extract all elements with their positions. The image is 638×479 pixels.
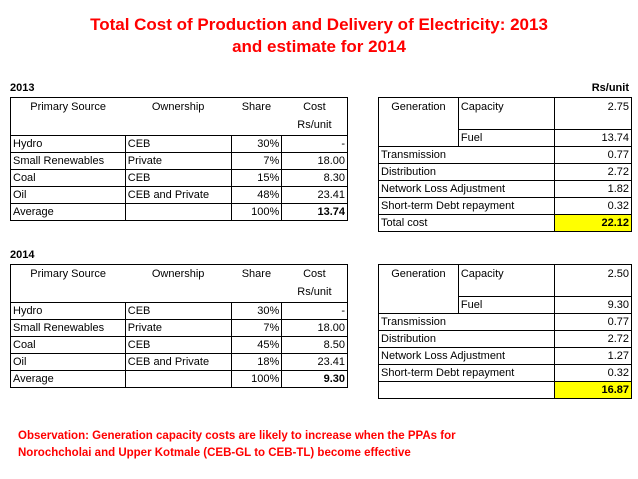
year-label-2014: 2014 [10, 249, 35, 261]
generation-label: Generation [378, 264, 459, 314]
cost-row-debt: Short-term Debt repayment 0.32 [378, 364, 633, 382]
total-cost-value: 16.87 [553, 381, 633, 399]
header-primary-source: Primary Source [30, 268, 107, 280]
source-table-header: Primary Source Ownership Share Cost Rs/un… [10, 264, 348, 303]
header-cost: Cost Rs/unit [297, 101, 332, 131]
page-title: Total Cost of Production and Delivery of… [0, 14, 638, 58]
table-row: Coal CEB 45% 8.50 [10, 336, 348, 354]
table-row: Coal CEB 15% 8.30 [10, 169, 348, 187]
unit-label-2013: Rs/unit [591, 82, 629, 94]
cost-row-total: 16.87 [378, 381, 633, 399]
table-row: Small Renewables Private 7% 18.00 [10, 319, 348, 337]
cost-row-total: Total cost 22.12 [378, 214, 633, 232]
table-row: Small Renewables Private 7% 18.00 [10, 152, 348, 170]
header-ownership: Ownership [151, 268, 205, 280]
cost-row-loss: Network Loss Adjustment 1.82 [378, 180, 633, 198]
table-row: Hydro CEB 30% - [10, 135, 348, 153]
observation-note: Observation: Generation capacity costs a… [18, 428, 456, 462]
generation-label: Generation [378, 97, 459, 147]
cost-table-2014: Generation Capacity 2.50 Fuel 9.30 Transmi… [378, 264, 633, 399]
source-table-2013: Primary Source Ownership Share Cost Rs/un… [10, 97, 348, 221]
header-share: Share [241, 101, 272, 113]
year-label-2013: 2013 [10, 82, 35, 94]
header-share: Share [241, 268, 272, 280]
source-table-2014: Primary Source Ownership Share Cost Rs/un… [10, 264, 348, 388]
average-row: Average 100% 9.30 [10, 370, 348, 388]
observation-line-1: Observation: Generation capacity costs a… [18, 430, 456, 442]
cost-row-distribution: Distribution 2.72 [378, 163, 633, 181]
title-line-1: Total Cost of Production and Delivery of… [90, 15, 548, 34]
table-row: Hydro CEB 30% - [10, 302, 348, 320]
observation-line-2: Norochcholai and Upper Kotmale (CEB-GL t… [18, 447, 411, 459]
cost-row-capacity: Generation Capacity 2.50 [378, 264, 633, 314]
section-2013: 2013 Rs/unit Primary Source Ownership Sh… [10, 82, 633, 242]
table-row: Oil CEB and Private 48% 23.41 [10, 186, 348, 204]
average-row: Average 100% 13.74 [10, 203, 348, 221]
cost-row-distribution: Distribution 2.72 [378, 330, 633, 348]
section-2014: 2014 Primary Source Ownership Share Cost… [10, 249, 633, 409]
cost-row-debt: Short-term Debt repayment 0.32 [378, 197, 633, 215]
cost-row-transmission: Transmission 0.77 [378, 146, 633, 164]
title-line-2: and estimate for 2014 [232, 37, 406, 56]
table-row: Oil CEB and Private 18% 23.41 [10, 353, 348, 371]
header-ownership: Ownership [151, 101, 205, 113]
total-cost-value: 22.12 [553, 214, 633, 232]
cost-row-transmission: Transmission 0.77 [378, 313, 633, 331]
source-table-header: Primary Source Ownership Share Cost Rs/un… [10, 97, 348, 136]
header-cost: Cost Rs/unit [297, 268, 332, 298]
cost-row-loss: Network Loss Adjustment 1.27 [378, 347, 633, 365]
cost-row-capacity: Generation Capacity 2.75 [378, 97, 633, 147]
header-primary-source: Primary Source [30, 101, 107, 113]
cost-table-2013: Generation Capacity 2.75 Fuel 13.74 Transm… [378, 97, 633, 232]
